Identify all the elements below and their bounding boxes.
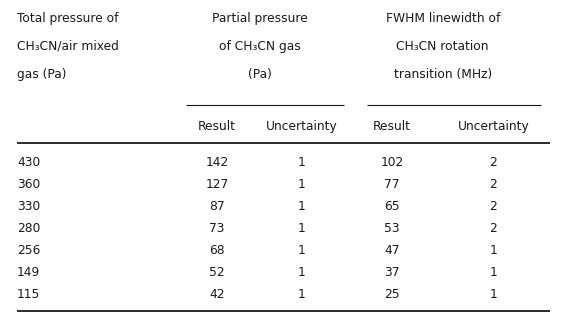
Text: 52: 52 <box>209 266 225 279</box>
Text: FWHM linewidth of: FWHM linewidth of <box>386 12 500 25</box>
Text: 47: 47 <box>384 244 400 257</box>
Text: 77: 77 <box>384 178 400 191</box>
Text: Partial pressure: Partial pressure <box>212 12 307 25</box>
Text: 87: 87 <box>209 200 225 213</box>
Text: gas (Pa): gas (Pa) <box>17 68 67 81</box>
Text: 1: 1 <box>298 244 306 257</box>
Text: Uncertainty: Uncertainty <box>266 120 338 133</box>
Text: 1: 1 <box>298 266 306 279</box>
Text: (Pa): (Pa) <box>248 68 271 81</box>
Text: 115: 115 <box>17 288 40 301</box>
Text: 1: 1 <box>298 222 306 235</box>
Text: 1: 1 <box>298 156 306 169</box>
Text: 1: 1 <box>298 178 306 191</box>
Text: transition (MHz): transition (MHz) <box>394 68 492 81</box>
Text: 360: 360 <box>17 178 40 191</box>
Text: 2: 2 <box>490 222 497 235</box>
Text: 280: 280 <box>17 222 40 235</box>
Text: Uncertainty: Uncertainty <box>457 120 530 133</box>
Text: Result: Result <box>198 120 236 133</box>
Text: 149: 149 <box>17 266 40 279</box>
Text: 142: 142 <box>205 156 229 169</box>
Text: Total pressure of: Total pressure of <box>17 12 118 25</box>
Text: CH₃CN/air mixed: CH₃CN/air mixed <box>17 40 119 53</box>
Text: 330: 330 <box>17 200 40 213</box>
Text: 127: 127 <box>205 178 229 191</box>
Text: 1: 1 <box>298 200 306 213</box>
Text: 256: 256 <box>17 244 40 257</box>
Text: 73: 73 <box>209 222 225 235</box>
Text: 68: 68 <box>209 244 225 257</box>
Text: Result: Result <box>373 120 411 133</box>
Text: 42: 42 <box>209 288 225 301</box>
Text: 1: 1 <box>298 288 306 301</box>
Text: 1: 1 <box>490 266 497 279</box>
Text: 2: 2 <box>490 178 497 191</box>
Text: 2: 2 <box>490 156 497 169</box>
Text: 102: 102 <box>380 156 404 169</box>
Text: 37: 37 <box>384 266 400 279</box>
Text: 2: 2 <box>490 200 497 213</box>
Text: CH₃CN rotation: CH₃CN rotation <box>396 40 489 53</box>
Text: 430: 430 <box>17 156 40 169</box>
Text: 1: 1 <box>490 244 497 257</box>
Text: of CH₃CN gas: of CH₃CN gas <box>219 40 300 53</box>
Text: 25: 25 <box>384 288 400 301</box>
Text: 65: 65 <box>384 200 400 213</box>
Text: 1: 1 <box>490 288 497 301</box>
Text: 53: 53 <box>384 222 400 235</box>
